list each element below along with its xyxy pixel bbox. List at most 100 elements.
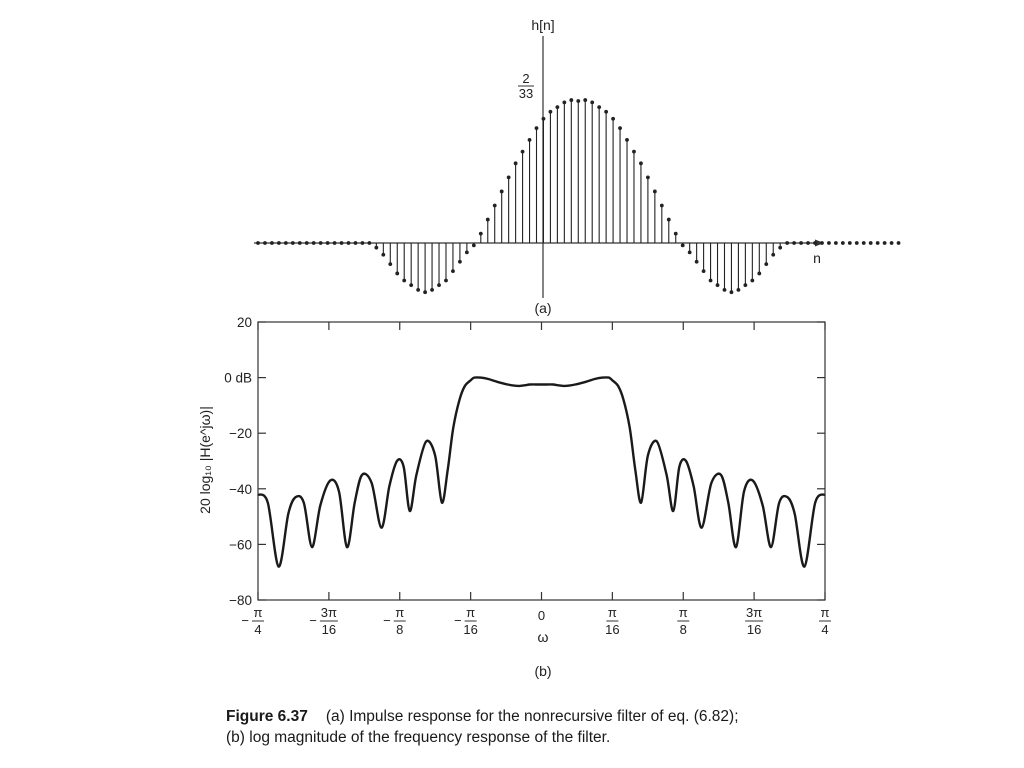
- stem-marker: [367, 241, 372, 245]
- stem-marker: [666, 217, 671, 222]
- b-y-ticks: 20 0 dB −20 −40 −60 −80: [224, 315, 825, 608]
- x-tick-numerator: 3π: [321, 605, 337, 620]
- stem-marker: [722, 287, 727, 292]
- stem-marker: [283, 241, 288, 245]
- stem-marker: [332, 241, 337, 245]
- stem-marker: [729, 290, 734, 295]
- stem-marker: [659, 203, 664, 208]
- stem-marker: [847, 241, 852, 245]
- stem-marker: [437, 283, 441, 288]
- stem-marker: [861, 241, 866, 245]
- stem-marker: [304, 241, 309, 245]
- stem-marker: [346, 241, 351, 245]
- x-tick-numerator: π: [821, 605, 830, 620]
- stem-marker: [597, 105, 602, 109]
- peak-label-denominator: 33: [519, 86, 533, 101]
- stem-marker: [374, 245, 379, 250]
- x-tick-denominator: 4: [821, 622, 828, 637]
- x-tick-sign: −: [454, 613, 462, 628]
- stem-marker: [694, 259, 699, 264]
- stem-marker: [680, 243, 685, 248]
- x-tick-denominator: 8: [680, 622, 687, 637]
- x-tick-numerator: 3π: [746, 605, 762, 620]
- stem-marker: [534, 126, 539, 131]
- stem-marker: [785, 241, 790, 245]
- x-tick-sign: −: [309, 613, 317, 628]
- panel-label-a: (a): [534, 300, 551, 316]
- stem-marker: [701, 269, 706, 274]
- stem-marker: [764, 262, 769, 266]
- y-tick-label: −80: [229, 593, 252, 608]
- stem-marker: [799, 241, 803, 245]
- y-tick-label: 0 dB: [224, 371, 252, 386]
- magnitude-response-curve: [257, 376, 826, 568]
- stem-marker: [625, 137, 629, 142]
- stem-marker: [875, 241, 880, 245]
- figure-6-37: h[n] n 2 33 (a) 200 dB−20−40−60−80 π4−3π…: [197, 17, 901, 679]
- stem-marker: [381, 252, 386, 257]
- stem-marker: [527, 137, 532, 142]
- stem-marker: [339, 241, 344, 245]
- stem-marker: [840, 241, 845, 245]
- stem-marker: [451, 269, 455, 274]
- stem-marker: [458, 259, 462, 264]
- y-tick-label: −20: [229, 426, 252, 441]
- x-tick-denominator: 4: [254, 622, 261, 637]
- y-tick-label: −40: [229, 482, 252, 497]
- b-plot-frame: [257, 321, 826, 601]
- stem-marker: [353, 241, 358, 245]
- stem-marker: [360, 241, 365, 245]
- stem-marker: [750, 278, 755, 283]
- stem-marker: [263, 241, 267, 245]
- stem-marker: [402, 278, 407, 283]
- stem-marker: [820, 241, 824, 245]
- peak-label-numerator: 2: [522, 71, 529, 86]
- stem-marker: [276, 241, 281, 245]
- stem-marker: [485, 217, 490, 222]
- stem-marker: [290, 241, 295, 245]
- x-tick-denominator: 16: [463, 622, 477, 637]
- stem-marker: [604, 109, 609, 114]
- b-ylabel: 20 log₁₀ |H(e^jω)|: [197, 406, 213, 514]
- stem-marker: [562, 100, 567, 105]
- stem-marker: [827, 241, 831, 245]
- figure-number: Figure 6.37: [226, 708, 308, 725]
- stem-marker: [590, 100, 595, 105]
- stem-series: [256, 98, 901, 295]
- stem-marker: [492, 203, 497, 208]
- stem-marker: [833, 241, 838, 245]
- stem-marker: [444, 278, 448, 283]
- a-xlabel: n: [813, 250, 821, 266]
- x-tick-sign: −: [383, 613, 391, 628]
- stem-marker: [618, 126, 622, 131]
- stem-marker: [583, 98, 588, 102]
- stem-marker: [395, 271, 400, 276]
- x-tick-label: 0: [538, 608, 545, 623]
- stem-marker: [576, 99, 581, 103]
- stem-marker: [882, 241, 887, 245]
- stem-marker: [646, 175, 650, 180]
- stem-marker: [555, 105, 560, 109]
- stem-marker: [464, 250, 469, 255]
- x-tick-denominator: 8: [396, 622, 403, 637]
- stem-marker: [632, 149, 636, 154]
- stem-marker: [757, 271, 762, 276]
- x-tick-numerator: π: [679, 605, 688, 620]
- stem-marker: [471, 243, 476, 248]
- stem-marker: [868, 241, 873, 245]
- stem-marker: [423, 290, 427, 295]
- stem-marker: [430, 287, 434, 292]
- stem-marker: [311, 241, 316, 245]
- stem-marker: [854, 241, 859, 245]
- stem-marker: [889, 241, 894, 245]
- stem-marker: [569, 98, 574, 102]
- stem-marker: [499, 189, 504, 194]
- x-tick-denominator: 16: [605, 622, 619, 637]
- stem-marker: [813, 241, 817, 245]
- stem-marker: [416, 287, 421, 292]
- figure-caption: Figure 6.37 (a) Impulse response for the …: [226, 706, 739, 748]
- stem-marker: [318, 241, 323, 245]
- stem-marker: [325, 241, 330, 245]
- stem-marker: [736, 287, 741, 292]
